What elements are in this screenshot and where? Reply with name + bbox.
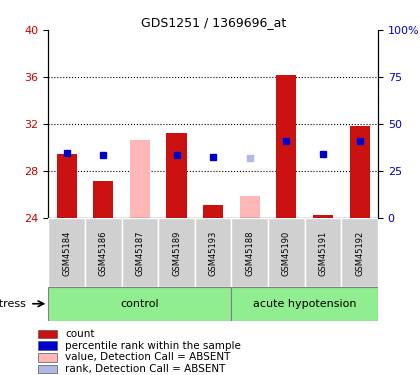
Bar	[203, 205, 223, 218]
Bar	[121, 217, 158, 287]
Bar	[231, 287, 378, 321]
Text: GSM45191: GSM45191	[318, 231, 328, 276]
Bar	[38, 365, 57, 374]
Text: control: control	[121, 299, 159, 309]
Bar	[231, 217, 268, 287]
Bar	[305, 217, 341, 287]
Bar	[48, 287, 231, 321]
Text: GSM45192: GSM45192	[355, 231, 364, 276]
Text: GSM45186: GSM45186	[99, 231, 108, 276]
Title: GDS1251 / 1369696_at: GDS1251 / 1369696_at	[141, 16, 286, 29]
Text: GSM45188: GSM45188	[245, 231, 254, 276]
Text: GSM45193: GSM45193	[209, 231, 218, 276]
Bar	[57, 154, 77, 218]
Bar	[195, 217, 231, 287]
Text: GSM45184: GSM45184	[62, 231, 71, 276]
Bar	[349, 126, 370, 218]
Text: percentile rank within the sample: percentile rank within the sample	[65, 341, 241, 351]
Bar	[38, 353, 57, 362]
Bar	[38, 342, 57, 350]
Bar	[166, 133, 186, 218]
Bar	[93, 181, 113, 218]
Bar	[130, 140, 150, 218]
Text: value, Detection Call = ABSENT: value, Detection Call = ABSENT	[65, 352, 231, 362]
Text: GSM45187: GSM45187	[135, 231, 144, 276]
Text: GSM45189: GSM45189	[172, 231, 181, 276]
Bar	[240, 196, 260, 217]
Bar	[85, 217, 121, 287]
Text: count: count	[65, 329, 94, 339]
Bar	[48, 217, 85, 287]
Text: acute hypotension: acute hypotension	[253, 299, 357, 309]
Bar	[276, 75, 297, 217]
Bar	[313, 215, 333, 217]
Text: rank, Detection Call = ABSENT: rank, Detection Call = ABSENT	[65, 364, 226, 374]
Bar	[38, 330, 57, 338]
Text: stress: stress	[0, 299, 26, 309]
Bar	[158, 217, 195, 287]
Bar	[268, 217, 305, 287]
Bar	[341, 217, 378, 287]
Text: GSM45190: GSM45190	[282, 231, 291, 276]
